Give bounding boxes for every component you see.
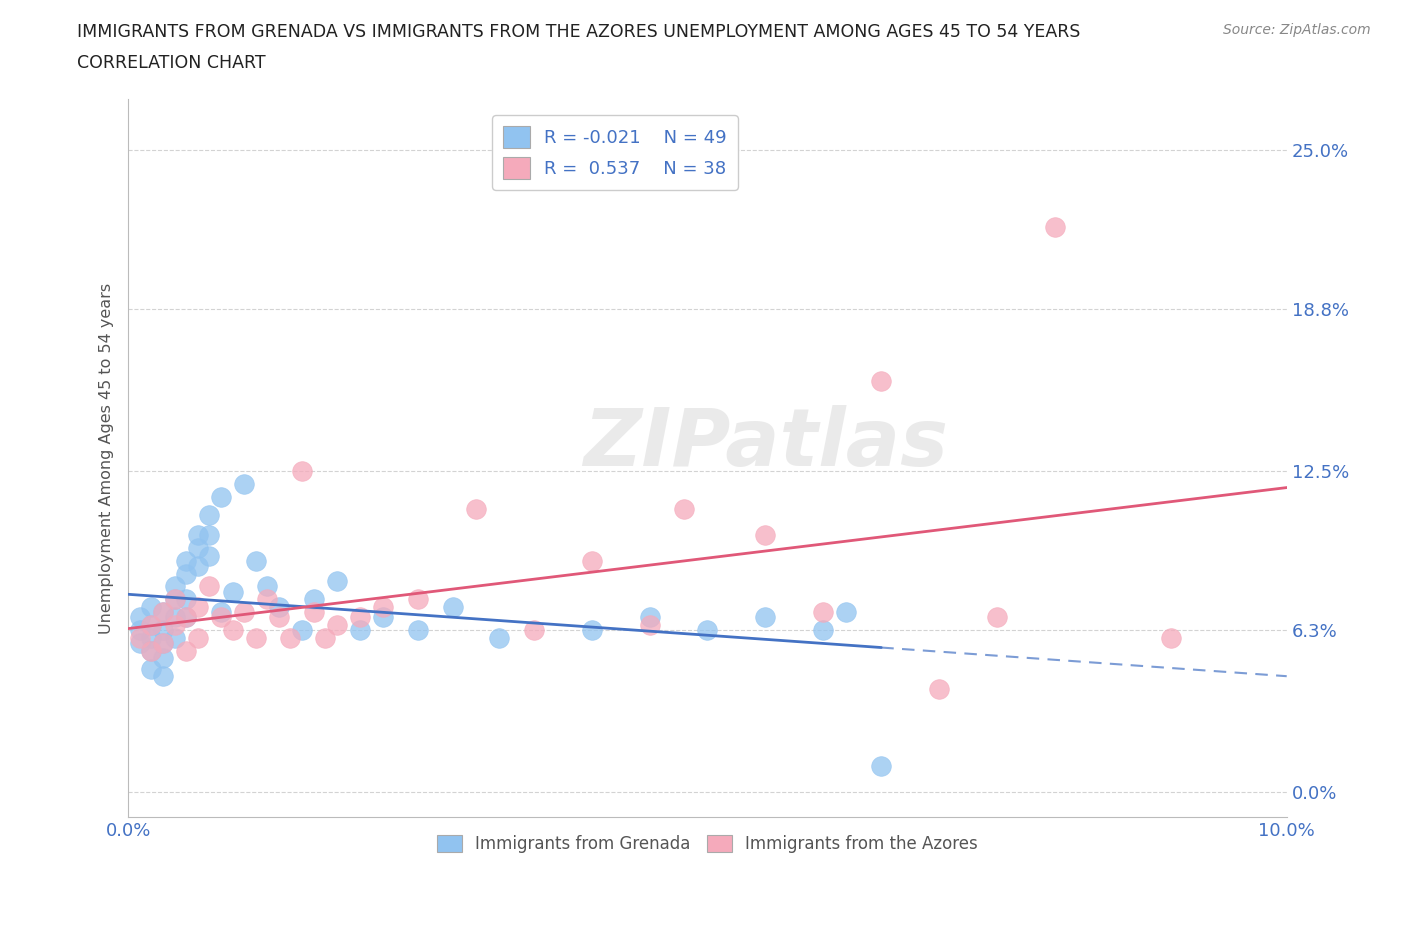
Point	[581, 553, 603, 568]
Text: CORRELATION CHART: CORRELATION CHART	[77, 54, 266, 72]
Point	[128, 631, 150, 645]
Point	[1043, 219, 1066, 234]
Point	[696, 622, 718, 637]
Point	[267, 610, 290, 625]
Point	[141, 600, 163, 615]
Point	[141, 618, 163, 632]
Point	[280, 631, 302, 645]
Legend: Immigrants from Grenada, Immigrants from the Azores: Immigrants from Grenada, Immigrants from…	[430, 828, 984, 859]
Point	[302, 604, 325, 619]
Point	[813, 622, 835, 637]
Point	[163, 591, 186, 606]
Point	[152, 622, 174, 637]
Text: ZIPatlas: ZIPatlas	[583, 405, 948, 483]
Point	[581, 622, 603, 637]
Text: Source: ZipAtlas.com: Source: ZipAtlas.com	[1223, 23, 1371, 37]
Point	[141, 644, 163, 658]
Point	[870, 374, 893, 389]
Point	[128, 610, 150, 625]
Point	[523, 622, 546, 637]
Point	[406, 622, 429, 637]
Point	[488, 631, 510, 645]
Point	[441, 600, 464, 615]
Point	[209, 489, 232, 504]
Point	[221, 584, 243, 599]
Point	[141, 661, 163, 676]
Point	[813, 604, 835, 619]
Point	[245, 631, 267, 645]
Point	[928, 682, 950, 697]
Point	[209, 604, 232, 619]
Point	[1160, 631, 1182, 645]
Point	[233, 604, 256, 619]
Point	[371, 610, 394, 625]
Point	[187, 631, 209, 645]
Point	[163, 591, 186, 606]
Point	[198, 579, 221, 594]
Point	[174, 610, 197, 625]
Point	[187, 558, 209, 573]
Point	[152, 604, 174, 619]
Point	[174, 591, 197, 606]
Point	[754, 610, 776, 625]
Point	[128, 635, 150, 650]
Y-axis label: Unemployment Among Ages 45 to 54 years: Unemployment Among Ages 45 to 54 years	[100, 283, 114, 633]
Point	[291, 463, 314, 478]
Point	[174, 553, 197, 568]
Point	[141, 618, 163, 632]
Point	[187, 540, 209, 555]
Point	[163, 610, 186, 625]
Point	[638, 610, 661, 625]
Point	[870, 759, 893, 774]
Point	[986, 610, 1008, 625]
Point	[174, 644, 197, 658]
Point	[198, 507, 221, 522]
Point	[198, 527, 221, 542]
Point	[314, 631, 336, 645]
Point	[835, 604, 858, 619]
Point	[187, 527, 209, 542]
Point	[754, 527, 776, 542]
Point	[174, 566, 197, 581]
Point	[256, 591, 278, 606]
Point	[152, 635, 174, 650]
Point	[152, 635, 174, 650]
Point	[267, 600, 290, 615]
Point	[198, 548, 221, 563]
Point	[245, 553, 267, 568]
Text: IMMIGRANTS FROM GRENADA VS IMMIGRANTS FROM THE AZORES UNEMPLOYMENT AMONG AGES 45: IMMIGRANTS FROM GRENADA VS IMMIGRANTS FR…	[77, 23, 1081, 41]
Point	[406, 591, 429, 606]
Point	[128, 622, 150, 637]
Point	[152, 604, 174, 619]
Point	[209, 610, 232, 625]
Point	[291, 622, 314, 637]
Point	[141, 631, 163, 645]
Point	[233, 476, 256, 491]
Point	[163, 579, 186, 594]
Point	[141, 644, 163, 658]
Point	[152, 669, 174, 684]
Point	[302, 591, 325, 606]
Point	[673, 502, 696, 517]
Point	[371, 600, 394, 615]
Point	[326, 574, 349, 589]
Point	[174, 610, 197, 625]
Point	[464, 502, 486, 517]
Point	[326, 618, 349, 632]
Point	[638, 618, 661, 632]
Point	[163, 631, 186, 645]
Point	[221, 622, 243, 637]
Point	[349, 622, 371, 637]
Point	[163, 618, 186, 632]
Point	[349, 610, 371, 625]
Point	[187, 600, 209, 615]
Point	[256, 579, 278, 594]
Point	[152, 651, 174, 666]
